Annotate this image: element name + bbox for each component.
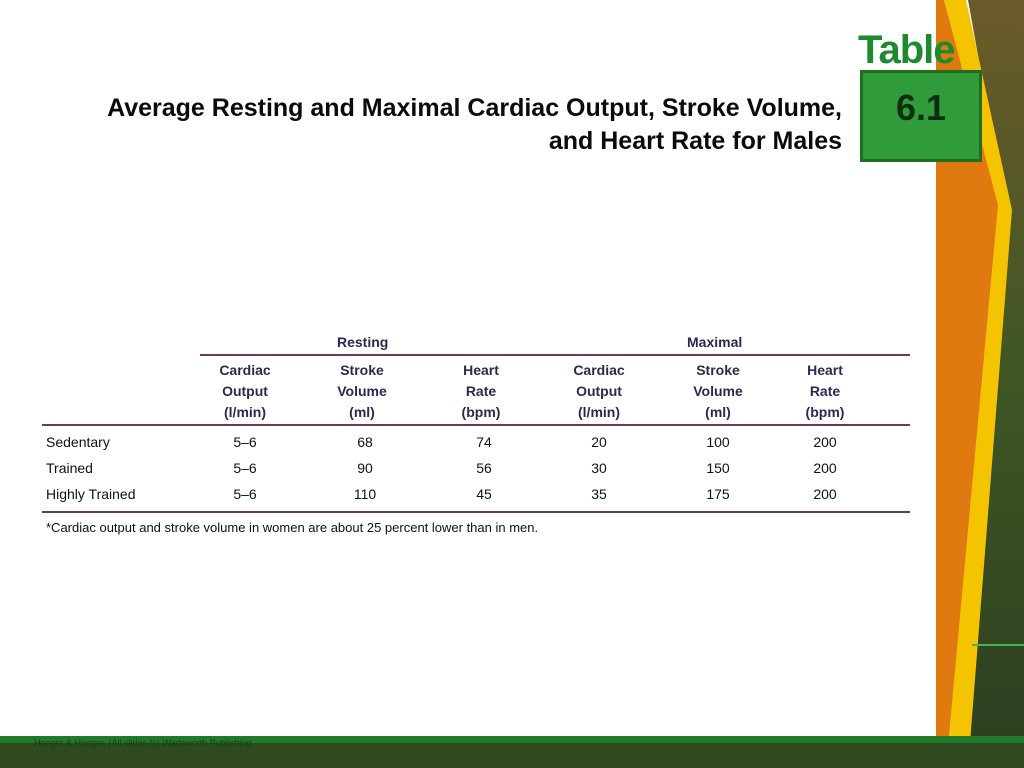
column-header: Cardiac Output (l/min) [573, 362, 625, 420]
group-header-maximal: Maximal [687, 334, 743, 350]
row-label: Sedentary [46, 434, 110, 450]
header-divider [42, 424, 910, 426]
table-cell: 56 [476, 460, 492, 476]
slide-title: Average Resting and Maximal Cardiac Outp… [107, 94, 842, 155]
table-cell: 200 [813, 434, 837, 450]
table-cell: 175 [706, 486, 730, 502]
table-cell: 45 [476, 486, 492, 502]
table-cell: 5–6 [233, 460, 257, 476]
table-footnote: *Cardiac output and stroke volume in wom… [46, 520, 539, 535]
column-header: Heart Rate (bpm) [461, 362, 501, 420]
row-label: Trained [46, 460, 93, 476]
footer-credit: Hoeger & Hoeger, (All slides (c) Wadswor… [34, 738, 252, 748]
table-label: Table [858, 28, 956, 72]
table-cell: 200 [813, 486, 837, 502]
table-cell: 20 [591, 434, 607, 450]
row-label: Highly Trained [46, 486, 136, 502]
column-header: Heart Rate (bpm) [805, 362, 845, 420]
column-header: Stroke Volume (ml) [693, 362, 743, 420]
table-cell: 100 [706, 434, 730, 450]
table-cell: 200 [813, 460, 837, 476]
group-header-resting: Resting [337, 334, 389, 350]
table-cell: 68 [357, 434, 373, 450]
column-header: Cardiac Output (l/min) [219, 362, 271, 420]
table-cell: 90 [357, 460, 373, 476]
table-cell: 5–6 [233, 486, 257, 502]
table-cell: 30 [591, 460, 607, 476]
column-header: Stroke Volume (ml) [337, 362, 387, 420]
table-cell: 74 [476, 434, 492, 450]
table-number-badge: 6.1 [860, 70, 982, 162]
table-number: 6.1 [895, 87, 947, 128]
group-divider [200, 354, 910, 356]
table-cell: 5–6 [233, 434, 257, 450]
table-cell: 150 [706, 460, 730, 476]
table-cell: 35 [591, 486, 607, 502]
table-bottom-divider [42, 511, 910, 513]
table-cell: 110 [353, 486, 377, 502]
